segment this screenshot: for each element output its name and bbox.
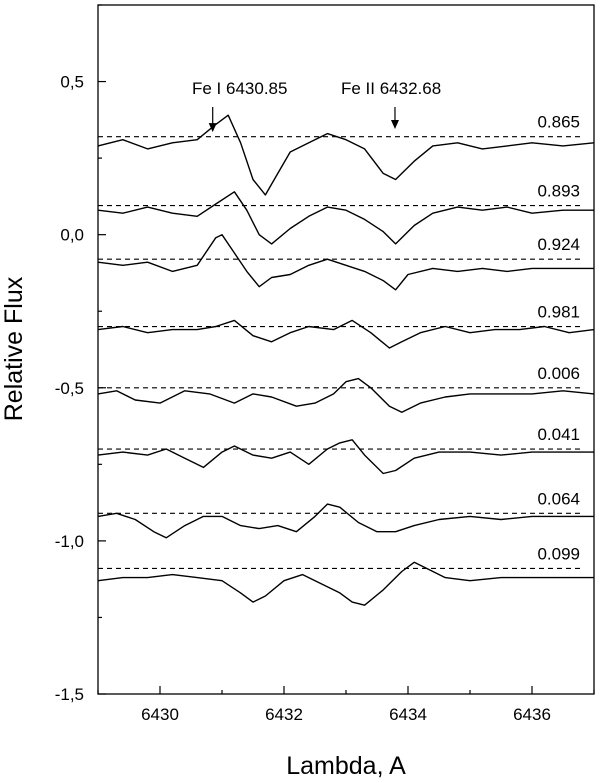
- spectrum-line: [97, 377, 595, 413]
- arrow-head-icon: [208, 123, 217, 133]
- x-tick-label: 6430: [141, 705, 179, 724]
- line-id-label: Fe I 6430.85: [192, 79, 287, 98]
- spectrum-line: [97, 191, 594, 245]
- y-tick-label: 0,0: [60, 226, 84, 245]
- y-tick-label: 0,5: [60, 73, 84, 92]
- phase-label: 0.064: [537, 489, 580, 508]
- spectrum-line: [97, 503, 594, 539]
- x-tick-label: 6432: [265, 705, 303, 724]
- x-tick-label: 6436: [513, 705, 551, 724]
- phase-label: 0.924: [537, 235, 580, 254]
- line-id-label: Fe II 6432.68: [341, 79, 441, 98]
- y-tick-label: -0,5: [55, 379, 84, 398]
- phase-label: 0.041: [537, 425, 580, 444]
- phase-label: 0.981: [537, 303, 580, 322]
- phase-label: 0.006: [537, 364, 580, 383]
- phase-label: 0.099: [537, 544, 580, 563]
- continuum-lines: [98, 136, 584, 569]
- phase-label: 0.893: [537, 182, 580, 201]
- phase-label: 0.865: [537, 113, 580, 132]
- spectrum-line: [97, 319, 595, 349]
- x-tick-label: 6434: [389, 705, 427, 724]
- spectrum-line: [97, 439, 594, 475]
- arrow-head-icon: [390, 120, 399, 130]
- spectrum-line: [97, 561, 594, 606]
- spectrum-line: [97, 234, 594, 291]
- x-axis-title: Lambda, A: [286, 752, 406, 780]
- y-axis-title: Relative Flux: [0, 276, 28, 421]
- axis-ticks: 6430 6432 6434 6436 0,5 0,0 -0,5 -1,0 -1,5: [55, 4, 595, 724]
- spectrum-curves: [97, 114, 595, 606]
- plot-frame: [97, 4, 595, 695]
- phase-labels: 0.865 0.893 0.924 0.981 0.006 0.041 0.064 0.099: [537, 113, 580, 564]
- spectrum-line: [97, 114, 595, 196]
- y-tick-label: -1,0: [55, 532, 84, 551]
- line-annotations: Fe I 6430.85 Fe II 6432.68: [192, 79, 441, 133]
- y-tick-label: -1,5: [55, 685, 84, 704]
